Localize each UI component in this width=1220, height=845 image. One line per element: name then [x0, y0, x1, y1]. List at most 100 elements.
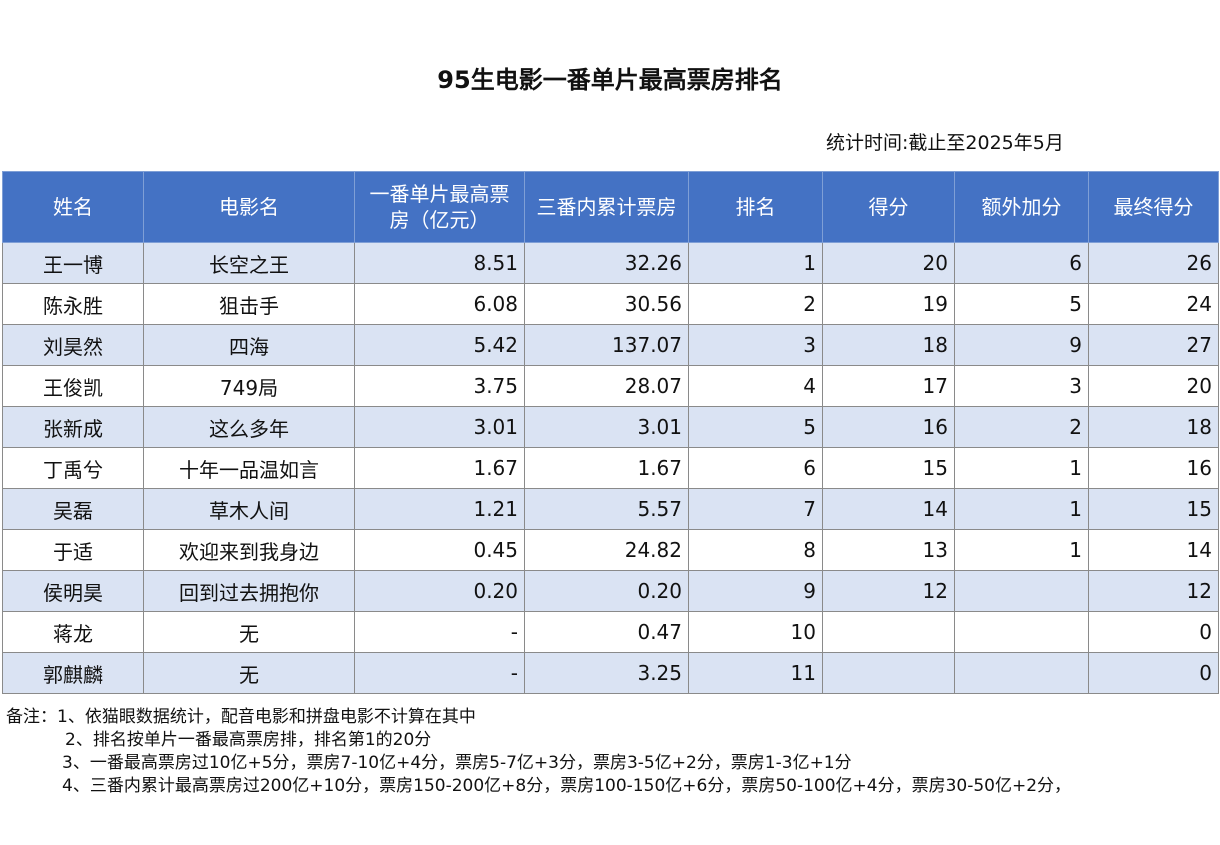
table-row: 丁禹兮 十年一品温如言 1.67 1.67 6 15 1 16 — [2, 447, 1219, 489]
cell-movie: 十年一品温如言 — [143, 447, 355, 489]
cell-cumulative-box-office: 137.07 — [524, 324, 689, 366]
cell-cumulative-box-office: 0.20 — [524, 570, 689, 612]
cell-rank: 8 — [688, 529, 823, 571]
cell-name: 张新成 — [2, 406, 144, 448]
table-row: 刘昊然 四海 5.42 137.07 3 18 9 27 — [2, 324, 1219, 366]
page-title: 95生电影一番单片最高票房排名 — [437, 66, 783, 94]
header-movie: 电影名 — [143, 171, 355, 243]
cell-final-score: 14 — [1088, 529, 1219, 571]
cell-top-box-office: - — [354, 611, 525, 653]
cell-cumulative-box-office: 5.57 — [524, 488, 689, 530]
cell-score — [822, 652, 955, 694]
table-row: 于适 欢迎来到我身边 0.45 24.82 8 13 1 14 — [2, 529, 1219, 571]
cell-score: 16 — [822, 406, 955, 448]
cell-movie: 四海 — [143, 324, 355, 366]
cell-top-box-office: 3.75 — [354, 365, 525, 407]
cell-final-score: 0 — [1088, 611, 1219, 653]
cell-bonus: 1 — [954, 529, 1089, 571]
cell-name: 蒋龙 — [2, 611, 144, 653]
cell-bonus — [954, 652, 1089, 694]
cell-rank: 5 — [688, 406, 823, 448]
cell-final-score: 12 — [1088, 570, 1219, 612]
cell-final-score: 27 — [1088, 324, 1219, 366]
cell-name: 王一博 — [2, 242, 144, 284]
cell-rank: 9 — [688, 570, 823, 612]
cell-name: 郭麒麟 — [2, 652, 144, 694]
cell-final-score: 24 — [1088, 283, 1219, 325]
cell-top-box-office: 1.67 — [354, 447, 525, 489]
header-final-score: 最终得分 — [1088, 171, 1219, 243]
cell-cumulative-box-office: 0.47 — [524, 611, 689, 653]
cell-rank: 7 — [688, 488, 823, 530]
cell-rank: 10 — [688, 611, 823, 653]
cell-movie: 长空之王 — [143, 242, 355, 284]
cell-final-score: 15 — [1088, 488, 1219, 530]
header-cumulative-box-office: 三番内累计票房 — [524, 171, 689, 243]
cell-final-score: 0 — [1088, 652, 1219, 694]
cell-top-box-office: 0.20 — [354, 570, 525, 612]
cell-cumulative-box-office: 30.56 — [524, 283, 689, 325]
cell-top-box-office: 8.51 — [354, 242, 525, 284]
cell-cumulative-box-office: 3.25 — [524, 652, 689, 694]
cell-movie: 欢迎来到我身边 — [143, 529, 355, 571]
cell-cumulative-box-office: 24.82 — [524, 529, 689, 571]
cell-score: 20 — [822, 242, 955, 284]
table-row: 陈永胜 狙击手 6.08 30.56 2 19 5 24 — [2, 283, 1219, 325]
cell-score: 12 — [822, 570, 955, 612]
cell-score: 13 — [822, 529, 955, 571]
cell-score: 15 — [822, 447, 955, 489]
cell-score: 19 — [822, 283, 955, 325]
table-row: 张新成 这么多年 3.01 3.01 5 16 2 18 — [2, 406, 1219, 448]
cell-name: 刘昊然 — [2, 324, 144, 366]
cell-movie: 749局 — [143, 365, 355, 407]
cell-final-score: 18 — [1088, 406, 1219, 448]
cell-movie: 这么多年 — [143, 406, 355, 448]
cell-cumulative-box-office: 32.26 — [524, 242, 689, 284]
cell-rank: 3 — [688, 324, 823, 366]
header-rank: 排名 — [688, 171, 823, 243]
cell-rank: 1 — [688, 242, 823, 284]
cell-rank: 4 — [688, 365, 823, 407]
cell-top-box-office: 6.08 — [354, 283, 525, 325]
cell-cumulative-box-office: 28.07 — [524, 365, 689, 407]
table-row: 蒋龙无 -0.47 10 0 — [2, 611, 1219, 653]
header-score: 得分 — [822, 171, 955, 243]
cell-bonus: 5 — [954, 283, 1089, 325]
cell-rank: 2 — [688, 283, 823, 325]
stat-time-label: 统计时间:截止至2025年5月 — [826, 132, 1064, 154]
cell-name: 吴磊 — [2, 488, 144, 530]
cell-cumulative-box-office: 3.01 — [524, 406, 689, 448]
cell-movie: 无 — [143, 611, 355, 653]
cell-bonus: 6 — [954, 242, 1089, 284]
cell-bonus: 1 — [954, 447, 1089, 489]
cell-score: 14 — [822, 488, 955, 530]
cell-bonus — [954, 611, 1089, 653]
table-header-row: 姓名 电影名 一番单片最高票房（亿元） 三番内累计票房 排名 得分 额外加分 最… — [2, 171, 1219, 243]
cell-top-box-office: 0.45 — [354, 529, 525, 571]
note-line-2: 2、排名按单片一番最高票房排，排名第1的20分 — [65, 730, 432, 750]
cell-score — [822, 611, 955, 653]
table-row: 吴磊 草木人间 1.21 5.57 7 14 1 15 — [2, 488, 1219, 530]
cell-top-box-office: 5.42 — [354, 324, 525, 366]
cell-cumulative-box-office: 1.67 — [524, 447, 689, 489]
cell-bonus: 2 — [954, 406, 1089, 448]
cell-movie: 草木人间 — [143, 488, 355, 530]
table-row: 王一博 长空之王 8.51 32.26 1 20 6 26 — [2, 242, 1219, 284]
cell-bonus — [954, 570, 1089, 612]
note-line-4: 4、三番内累计最高票房过200亿+10分，票房150-200亿+8分，票房100… — [62, 776, 1072, 796]
cell-bonus: 1 — [954, 488, 1089, 530]
note-line-1: 备注：1、依猫眼数据统计，配音电影和拼盘电影不计算在其中 — [6, 707, 476, 727]
cell-top-box-office: 3.01 — [354, 406, 525, 448]
cell-bonus: 3 — [954, 365, 1089, 407]
cell-movie: 无 — [143, 652, 355, 694]
cell-final-score: 16 — [1088, 447, 1219, 489]
cell-movie: 回到过去拥抱你 — [143, 570, 355, 612]
notes: 备注：1、依猫眼数据统计，配音电影和拼盘电影不计算在其中 2、排名按单片一番最高… — [6, 706, 1206, 798]
table-row: 王俊凯 749局 3.75 28.07 4 17 3 20 — [2, 365, 1219, 407]
header-top-box-office: 一番单片最高票房（亿元） — [354, 171, 525, 243]
cell-score: 17 — [822, 365, 955, 407]
header-name: 姓名 — [2, 171, 144, 243]
cell-name: 陈永胜 — [2, 283, 144, 325]
cell-name: 侯明昊 — [2, 570, 144, 612]
table-row: 侯明昊 回到过去拥抱你 0.20 0.20 9 12 12 — [2, 570, 1219, 612]
